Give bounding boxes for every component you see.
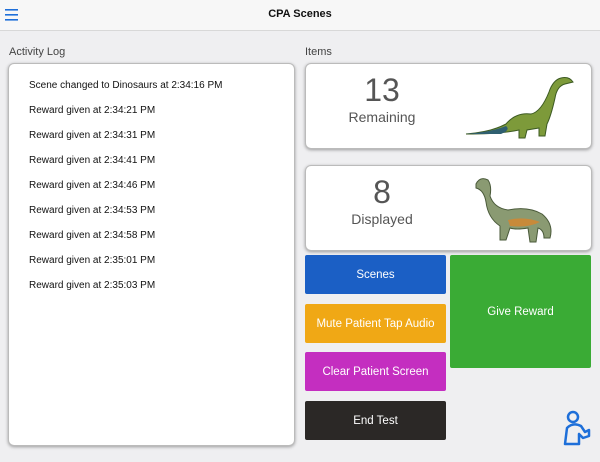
log-entry: Reward given at 2:34:53 PM (29, 205, 156, 216)
dinosaur-image (465, 77, 574, 139)
item-label: Remaining (348, 109, 416, 125)
log-entry: Reward given at 2:34:21 PM (29, 105, 156, 116)
activity-log-panel (8, 63, 295, 446)
end-test-button[interactable]: End Test (305, 401, 446, 440)
header-title: CPA Scenes (268, 8, 332, 20)
header-bar: CPA Scenes (0, 0, 600, 31)
dinosaur-image (475, 178, 552, 243)
item-card: 8 Displayed (305, 165, 592, 251)
section-title: Activity Log (9, 46, 66, 58)
item-label: Displayed (351, 211, 413, 227)
section-title: Items (305, 46, 332, 58)
log-entry: Reward given at 2:34:46 PM (29, 180, 156, 191)
log-entry: Reward given at 2:34:41 PM (29, 155, 156, 166)
item-card: 13 Remaining (305, 63, 592, 149)
item-count: 8 (373, 174, 391, 210)
clear-button[interactable]: Clear Patient Screen (305, 352, 446, 391)
log-entry: Reward given at 2:34:58 PM (29, 230, 156, 241)
scenes-button[interactable]: Scenes (305, 255, 446, 294)
menu-icon[interactable] (5, 9, 19, 21)
log-entry: Reward given at 2:35:01 PM (29, 255, 156, 266)
log-entry: Reward given at 2:35:03 PM (29, 280, 156, 291)
log-entry: Scene changed to Dinosaurs at 2:34:16 PM (29, 80, 223, 91)
item-count: 13 (364, 72, 400, 108)
log-entry: Reward given at 2:34:31 PM (29, 130, 156, 141)
mute-button[interactable]: Mute Patient Tap Audio (305, 304, 446, 343)
app-logo[interactable] (561, 410, 591, 446)
give-reward-button[interactable]: Give Reward (450, 255, 591, 368)
